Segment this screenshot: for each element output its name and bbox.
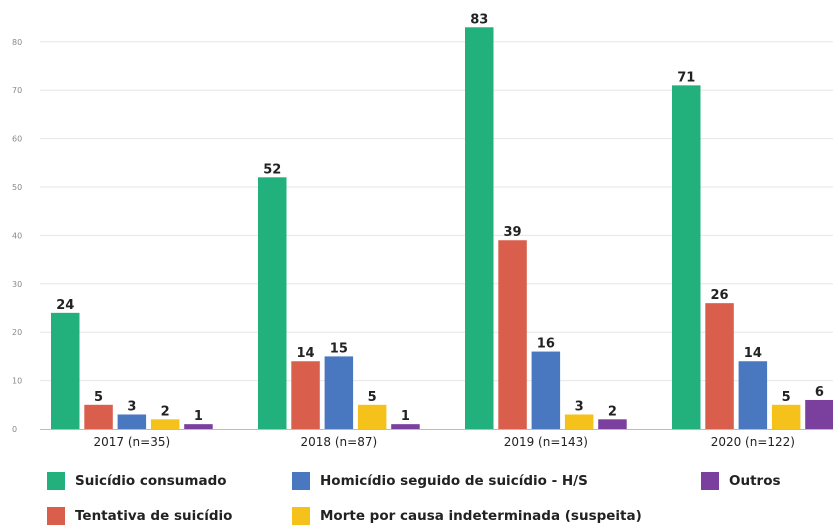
data-label-3-4: 6 [815, 385, 824, 400]
data-label-2-0: 83 [470, 12, 488, 27]
y-tick-label-10: 10 [12, 377, 22, 386]
bar-1-4 [391, 424, 420, 429]
bar-0-2 [117, 414, 147, 429]
data-label-0-3: 2 [161, 404, 170, 419]
bar-0-1 [84, 404, 113, 429]
bar-3-3 [771, 404, 801, 429]
data-label-1-3: 5 [368, 390, 377, 405]
bar-3-0 [672, 85, 701, 430]
data-label-0-2: 3 [127, 399, 136, 414]
y-tick-label-80: 80 [12, 38, 22, 47]
bar-3-2 [738, 361, 768, 429]
bar-0-3 [150, 419, 180, 429]
data-labels: 24 5 3 2 1 52 14 15 5 1 83 39 16 3 2 71 26 14 5 6 [56, 12, 824, 424]
bar-3-4 [805, 399, 833, 429]
bar-0-4 [184, 424, 213, 429]
y-tick-label-40: 40 [12, 231, 22, 240]
y-tick-label-0: 0 [12, 425, 17, 434]
data-label-0-0: 24 [56, 298, 74, 313]
bars [51, 27, 833, 430]
data-label-0-4: 1 [194, 409, 203, 424]
x-axis-categories: 2017 (n=35) 2018 (n=87) 2019 (n=143) 2020 (… [94, 435, 795, 449]
x-category-label-3: 2020 (n=122) [711, 435, 795, 449]
bar-1-0 [258, 177, 287, 429]
bar-1-1 [291, 361, 320, 429]
data-label-2-3: 3 [575, 399, 584, 414]
data-label-2-2: 16 [537, 337, 555, 352]
x-category-label-2: 2019 (n=143) [504, 435, 588, 449]
gridlines [40, 41, 833, 430]
data-label-2-1: 39 [504, 225, 522, 240]
data-label-1-2: 15 [330, 341, 348, 356]
data-label-0-1: 5 [94, 390, 103, 405]
bar-2-1 [498, 240, 527, 429]
bar-1-3 [357, 404, 387, 429]
data-label-1-4: 1 [401, 409, 410, 424]
y-tick-label-70: 70 [12, 86, 22, 95]
bar-2-0 [465, 27, 494, 430]
bar-0-0 [51, 312, 80, 429]
bar-2-4 [598, 419, 627, 429]
y-tick-label-50: 50 [12, 183, 22, 192]
y-tick-label-60: 60 [12, 135, 22, 144]
data-label-2-4: 2 [608, 404, 617, 419]
bar-1-2 [324, 356, 354, 429]
data-label-1-0: 52 [263, 162, 281, 177]
data-label-3-2: 14 [744, 346, 762, 361]
data-label-3-0: 71 [677, 70, 695, 85]
bar-2-2 [531, 351, 561, 429]
y-axis-ticks: 0 10 20 30 40 50 60 70 80 [12, 38, 22, 434]
bar-3-1 [705, 303, 734, 429]
data-label-3-3: 5 [782, 390, 791, 405]
x-category-label-1: 2018 (n=87) [301, 435, 378, 449]
data-label-3-1: 26 [711, 288, 729, 303]
bar-2-3 [564, 414, 594, 429]
y-tick-label-20: 20 [12, 328, 22, 337]
data-label-1-1: 14 [297, 346, 315, 361]
x-category-label-0: 2017 (n=35) [94, 435, 171, 449]
y-tick-label-30: 30 [12, 280, 22, 289]
